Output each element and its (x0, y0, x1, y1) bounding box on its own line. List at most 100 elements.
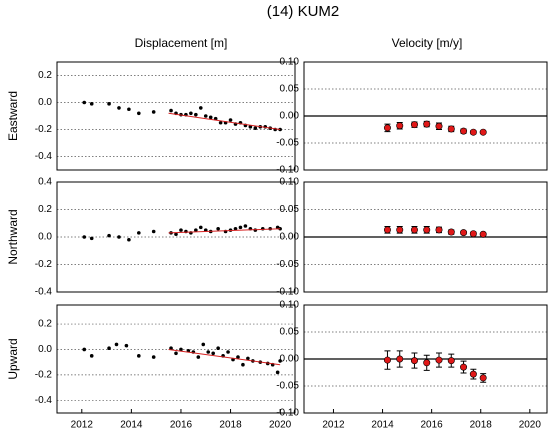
point (151, 110, 156, 114)
point (107, 346, 111, 351)
y-tick-label: -0.05 (276, 259, 299, 270)
y-tick-label: 0.05 (280, 327, 300, 338)
plot-frame (303, 181, 548, 293)
x-tick-label: 2018 (470, 420, 493, 431)
y-tick-label: 0.2 (38, 70, 52, 81)
point (216, 346, 220, 351)
x-tick-label: 2020 (269, 420, 292, 431)
point (117, 106, 121, 110)
y-tick-label: -0.2 (35, 370, 53, 381)
y-tick-label: -0.4 (35, 287, 53, 298)
y-tick-label: -0.10 (276, 165, 299, 176)
y-axis-label: Northward (6, 209, 20, 264)
y-tick-label: -0.05 (276, 138, 299, 149)
point (174, 351, 178, 356)
point (423, 226, 431, 234)
point (151, 355, 156, 359)
point (253, 126, 258, 130)
column-header: Displacement [m] (135, 36, 228, 50)
point (278, 359, 282, 363)
point (196, 355, 201, 359)
x-tick-label: 2014 (371, 420, 394, 431)
point (89, 102, 94, 106)
point (82, 235, 87, 239)
point (169, 108, 173, 113)
point (241, 362, 245, 367)
y-tick-label: -0.10 (276, 408, 299, 419)
y-tick-label: 0.0 (38, 232, 52, 243)
x-tick-label: 2016 (170, 420, 193, 431)
point (479, 230, 487, 238)
point (211, 351, 215, 356)
point (206, 350, 211, 354)
point (82, 100, 87, 105)
y-tick-label: -0.4 (35, 395, 53, 406)
point (137, 231, 141, 235)
y-tick-label: -0.2 (35, 259, 53, 270)
point (246, 356, 250, 361)
point (260, 226, 265, 231)
point (479, 128, 487, 136)
x-tick-label: 2018 (219, 420, 242, 431)
point (127, 107, 131, 112)
y-tick-label: 0.10 (280, 300, 300, 311)
point (179, 228, 183, 232)
y-tick-label: 0.2 (38, 204, 52, 215)
point (201, 342, 206, 347)
point (194, 112, 198, 117)
plot-frame (303, 304, 548, 414)
point (383, 226, 391, 234)
point (198, 106, 203, 110)
point (228, 118, 233, 122)
point (460, 363, 468, 371)
point (107, 102, 111, 106)
point (89, 236, 94, 241)
point (410, 357, 418, 365)
point (410, 121, 418, 129)
point (435, 226, 443, 234)
point (82, 347, 87, 352)
point (383, 356, 391, 364)
point (447, 228, 455, 236)
point (89, 354, 94, 358)
plot-frame (56, 181, 296, 293)
y-tick-label: 0.05 (280, 84, 300, 95)
x-tick-label: 2020 (519, 420, 542, 431)
point (127, 237, 131, 242)
y-tick-label: -0.05 (276, 381, 299, 392)
y-tick-label: 0.0 (38, 344, 52, 355)
point (208, 115, 213, 120)
x-tick-label: 2014 (120, 420, 143, 431)
y-axis-label: Eastward (6, 91, 20, 141)
point (117, 235, 121, 239)
y-tick-label: 0.05 (280, 204, 300, 215)
point (226, 350, 230, 354)
point (169, 346, 173, 351)
point (203, 114, 208, 118)
point (396, 122, 404, 130)
point (423, 120, 431, 128)
point (198, 225, 203, 230)
point (218, 120, 223, 125)
point (396, 226, 404, 234)
point (137, 111, 141, 116)
point (189, 111, 193, 116)
column-header: Velocity [m/y] (392, 36, 463, 50)
plot-frame (56, 61, 296, 171)
point (447, 357, 455, 365)
y-tick-label: -0.4 (35, 151, 53, 162)
y-tick-label: 0.10 (280, 177, 300, 188)
y-axis-label: Upward (6, 338, 20, 379)
x-tick-label: 2012 (322, 420, 345, 431)
plot-frame (56, 304, 296, 414)
y-tick-label: 0.00 (280, 111, 300, 122)
point (179, 347, 183, 352)
x-tick-label: 2012 (71, 420, 94, 431)
point (248, 125, 253, 129)
point (435, 122, 443, 130)
point (469, 128, 477, 136)
point (137, 354, 141, 358)
point (423, 359, 431, 367)
point (447, 125, 455, 133)
